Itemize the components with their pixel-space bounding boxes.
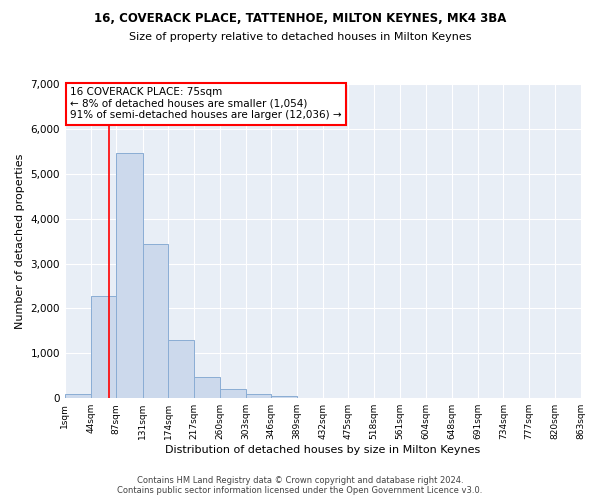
Bar	[194, 377, 220, 398]
Bar	[169, 340, 194, 398]
Y-axis label: Number of detached properties: Number of detached properties	[15, 154, 25, 329]
Bar	[143, 244, 169, 398]
Text: Size of property relative to detached houses in Milton Keynes: Size of property relative to detached ho…	[129, 32, 471, 42]
Bar	[65, 394, 91, 398]
Bar	[116, 152, 143, 398]
Bar	[91, 296, 116, 398]
X-axis label: Distribution of detached houses by size in Milton Keynes: Distribution of detached houses by size …	[165, 445, 481, 455]
Bar	[220, 389, 245, 398]
Text: 16, COVERACK PLACE, TATTENHOE, MILTON KEYNES, MK4 3BA: 16, COVERACK PLACE, TATTENHOE, MILTON KE…	[94, 12, 506, 26]
Bar	[245, 394, 271, 398]
Text: Contains HM Land Registry data © Crown copyright and database right 2024.
Contai: Contains HM Land Registry data © Crown c…	[118, 476, 482, 495]
Bar	[271, 396, 297, 398]
Text: 16 COVERACK PLACE: 75sqm
← 8% of detached houses are smaller (1,054)
91% of semi: 16 COVERACK PLACE: 75sqm ← 8% of detache…	[70, 87, 341, 120]
